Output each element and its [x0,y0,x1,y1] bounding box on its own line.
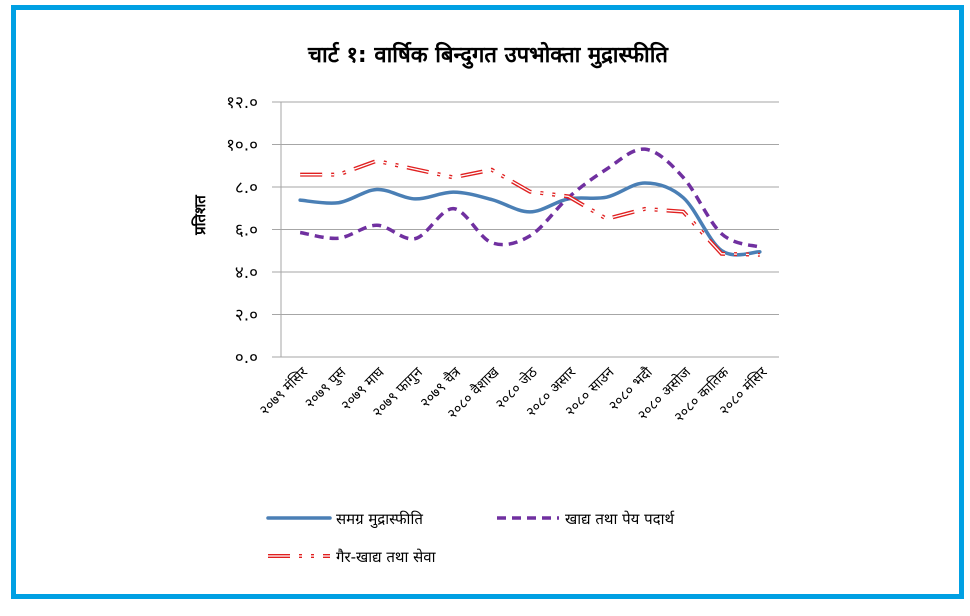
y-tick-label: ६.० [235,221,258,241]
y-tick-label: ८.० [235,178,258,198]
chart-frame [11,5,964,599]
y-tick-label: १२.० [226,93,258,113]
legend-label: गैर-खाद्य तथा सेवा [336,548,437,566]
y-axis-label: प्रतिशत [191,194,209,236]
y-tick-label: २.० [235,306,258,326]
legend-label: समग्र मुद्रास्फीति [336,510,423,529]
y-tick-label: १०.० [226,136,258,156]
y-tick-label: ४.० [235,263,258,283]
x-tick-label: २०७९ मंसिर [256,364,311,419]
legend-label: खाद्य तथा पेय पदार्थ [565,510,675,528]
y-tick-label: ०.० [235,348,258,368]
series-0-line [298,181,762,257]
chart-title: चार्ट १: वार्षिक बिन्दुगत उपभोक्ता मुद्र… [307,41,669,69]
